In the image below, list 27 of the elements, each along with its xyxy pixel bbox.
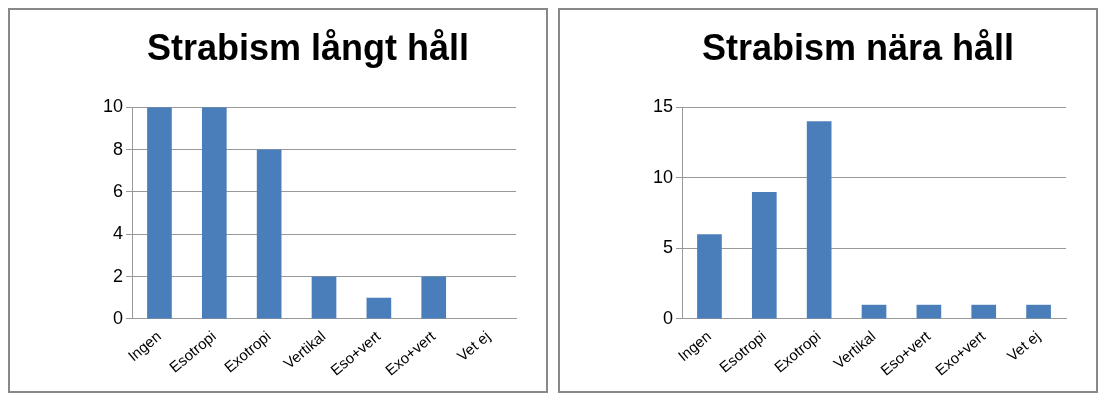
bar [366, 297, 392, 319]
x-tick-label: Vet ej [453, 327, 494, 365]
y-tick-label: 2 [113, 265, 124, 286]
y-tick-label: 5 [663, 237, 674, 258]
y-tick-label: 0 [663, 307, 674, 328]
x-tick-label: Vet ej [1003, 327, 1044, 365]
y-tick-label: 0 [113, 307, 124, 328]
y-tick-label: 10 [102, 96, 124, 117]
bar [421, 276, 447, 319]
bar [806, 121, 832, 319]
y-tick-label: 15 [652, 96, 674, 117]
y-tick-label: 4 [113, 223, 124, 244]
bar [697, 234, 722, 319]
bar [256, 149, 282, 319]
bar [147, 107, 172, 319]
chart-title: Strabism långt håll [146, 26, 470, 68]
bar [861, 304, 887, 319]
y-tick-label: 8 [113, 138, 124, 159]
chart-title: Strabism nära håll [701, 26, 1015, 68]
bar [1026, 304, 1051, 319]
bar [311, 276, 337, 319]
y-tick-label: 10 [652, 166, 674, 187]
bar [201, 107, 227, 319]
bar [751, 191, 777, 319]
bar [916, 304, 942, 319]
y-tick-label: 6 [113, 180, 124, 201]
bar [971, 304, 997, 319]
